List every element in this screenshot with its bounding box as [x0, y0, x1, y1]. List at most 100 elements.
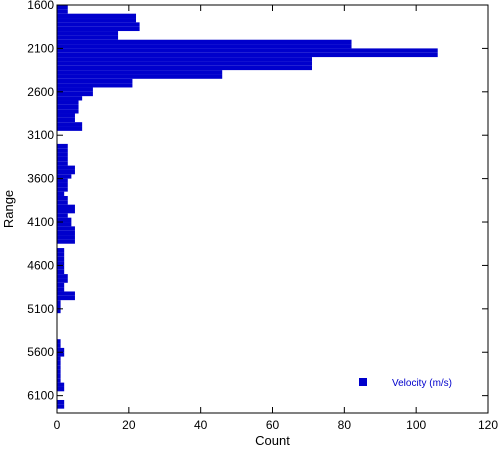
bar	[57, 209, 75, 214]
bar	[57, 5, 68, 10]
bar	[57, 109, 79, 114]
y-tick-label: 2600	[27, 85, 54, 99]
bar	[57, 356, 61, 361]
legend-label: Velocity (m/s)	[392, 378, 452, 389]
bar	[57, 87, 93, 92]
bar	[57, 18, 137, 23]
bar	[57, 9, 68, 14]
y-axis-title: Range	[1, 190, 16, 228]
bar	[57, 31, 119, 36]
bar	[57, 399, 65, 405]
bar	[57, 352, 65, 357]
bar	[57, 308, 61, 314]
y-tick-label: 4600	[27, 258, 54, 272]
bar	[57, 382, 65, 387]
bar	[57, 91, 93, 97]
bar	[57, 39, 352, 45]
bar	[57, 256, 65, 262]
bar	[57, 52, 438, 58]
y-tick-label: 3100	[27, 128, 54, 142]
bar	[57, 182, 68, 188]
bar	[57, 178, 68, 183]
y-tick-label: 4100	[27, 215, 54, 229]
bar	[57, 48, 438, 53]
bar	[57, 300, 61, 305]
bar	[57, 378, 61, 383]
bar	[57, 113, 75, 118]
bar	[57, 83, 133, 88]
y-tick-label: 2100	[27, 41, 54, 55]
bar	[57, 373, 61, 379]
bar	[57, 148, 68, 153]
bar	[57, 217, 72, 223]
bar	[57, 122, 83, 127]
bar	[57, 239, 75, 244]
bar	[57, 152, 68, 157]
x-tick-label: 20	[122, 418, 136, 432]
bar	[57, 100, 79, 105]
bar	[57, 61, 313, 66]
bar	[57, 13, 137, 19]
legend-swatch	[359, 378, 367, 386]
bar	[57, 269, 65, 275]
bar	[57, 347, 65, 353]
bar	[57, 204, 75, 209]
bar	[57, 278, 68, 283]
bar	[57, 248, 65, 253]
bar	[57, 22, 140, 27]
bar	[57, 252, 65, 257]
bar	[57, 386, 65, 392]
bar	[57, 213, 68, 218]
x-axis-title: Count	[255, 433, 290, 448]
bar	[57, 78, 133, 84]
bar	[57, 70, 223, 75]
y-axis: 1600 2100 2600 3100 3600 4100 4600 5100 5600 6100	[27, 0, 488, 403]
bar	[57, 369, 61, 374]
x-tick-label: 60	[266, 418, 280, 432]
bar	[57, 282, 65, 288]
bar	[57, 365, 61, 370]
x-tick-label: 80	[338, 418, 352, 432]
bar	[57, 226, 75, 231]
bar	[57, 26, 140, 32]
bar	[57, 295, 75, 301]
bar	[57, 44, 352, 49]
bar	[57, 57, 313, 62]
bar	[57, 174, 72, 179]
y-tick-label: 5600	[27, 345, 54, 359]
x-tick-label: 120	[478, 418, 498, 432]
y-tick-label: 3600	[27, 172, 54, 186]
bar	[57, 222, 72, 227]
x-axis: 0 20 40 60 80 100 120	[54, 5, 498, 432]
bar	[57, 191, 65, 196]
bar	[57, 360, 61, 366]
bar	[57, 117, 75, 123]
y-tick-label: 5100	[27, 302, 54, 316]
x-tick-label: 100	[406, 418, 426, 432]
bar	[57, 291, 75, 296]
bar	[57, 165, 75, 170]
bar	[57, 230, 75, 236]
legend: Velocity (m/s)	[359, 378, 452, 389]
bar	[57, 104, 79, 110]
bar	[57, 339, 61, 344]
x-tick-label: 0	[54, 418, 61, 432]
y-tick-label: 1600	[27, 0, 54, 12]
bar	[57, 274, 68, 279]
x-tick-label: 40	[194, 418, 208, 432]
bar	[57, 156, 68, 162]
bar	[57, 65, 313, 71]
bar	[57, 404, 65, 409]
bar	[57, 96, 83, 101]
y-tick-label: 6100	[27, 389, 54, 403]
bar	[57, 143, 68, 149]
bar	[57, 169, 75, 175]
bar	[57, 35, 119, 40]
bar	[57, 343, 61, 348]
bar	[57, 265, 65, 270]
bar	[57, 304, 61, 309]
bar	[57, 126, 83, 131]
bar	[57, 195, 68, 201]
bar	[57, 74, 223, 79]
